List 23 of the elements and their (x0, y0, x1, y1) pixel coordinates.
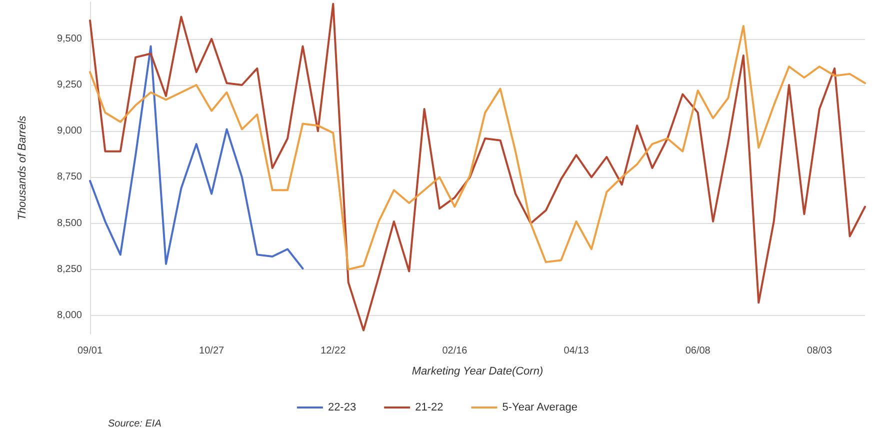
y-tick-label: 9,000 (56, 126, 82, 137)
y-tick-label: 8,250 (56, 264, 82, 275)
x-tick-label: 02/16 (442, 346, 468, 356)
x-tick-label: 10/27 (199, 346, 225, 356)
x-tick-label: 09/01 (77, 346, 103, 356)
y-axis-title: Thousands of Barrels (16, 115, 28, 220)
y-tick-label: 8,500 (56, 218, 82, 229)
x-tick-label: 08/03 (806, 346, 832, 356)
x-axis-title: Marketing Year Date(Corn) (412, 366, 544, 378)
line-series (89, 45, 304, 270)
x-tick-label: 04/13 (564, 346, 590, 356)
x-tick-label: 06/08 (685, 346, 711, 356)
legend-label: 22-23 (328, 402, 356, 414)
line-series (89, 24, 866, 270)
x-tick-label: 12/22 (320, 346, 346, 356)
y-tick-label: 8,750 (56, 172, 82, 183)
source-note: Source: EIA (108, 418, 162, 430)
legend-label: 5-Year Average (502, 402, 578, 414)
line-series (89, 2, 866, 332)
y-tick-label: 9,250 (56, 80, 82, 90)
legend-label: 21-22 (415, 402, 444, 414)
y-tick-label: 8,000 (56, 310, 82, 322)
y-tick-label: 9,500 (56, 33, 82, 44)
